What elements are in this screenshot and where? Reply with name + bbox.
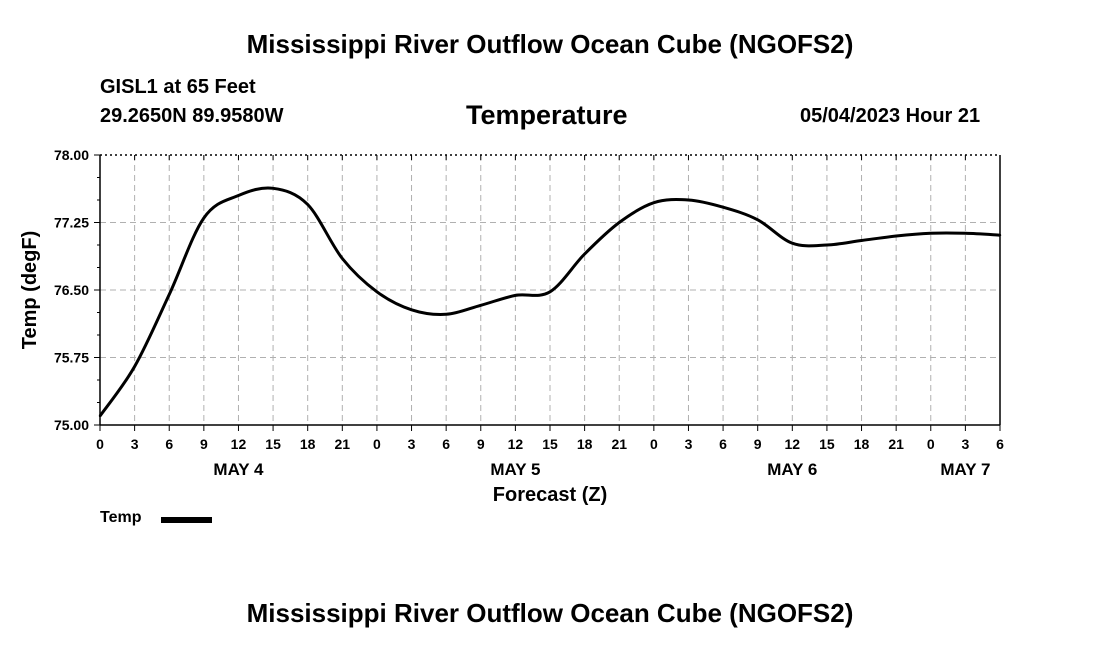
x-tick-label: 0 <box>650 436 658 452</box>
data-point <box>929 232 932 235</box>
x-tick-label: 3 <box>685 436 693 452</box>
x-tick-label: 9 <box>200 436 208 452</box>
x-tick-label: 18 <box>854 436 870 452</box>
x-tick-label: 18 <box>300 436 316 452</box>
x-tick-label: 6 <box>996 436 1004 452</box>
x-tick-label: 12 <box>231 436 247 452</box>
data-point <box>548 290 552 293</box>
data-point <box>271 187 275 190</box>
y-tick-label: 75.75 <box>54 350 89 366</box>
data-point <box>410 308 413 311</box>
station-coords: 29.2650N 89.9580W <box>100 105 284 127</box>
y-axis-label: Temp (degF) <box>19 231 41 350</box>
y-tick-label: 78.00 <box>54 147 89 163</box>
data-point <box>341 257 344 260</box>
page-title: Mississippi River Outflow Ocean Cube (NG… <box>246 29 854 59</box>
legend-label: Temp <box>100 509 142 526</box>
x-tick-label: 9 <box>477 436 485 452</box>
x-tick-label: 6 <box>165 436 173 452</box>
y-tick-label: 77.25 <box>54 215 89 231</box>
x-tick-label: 15 <box>819 436 835 452</box>
data-point <box>98 414 102 418</box>
data-point <box>825 243 829 247</box>
data-point <box>791 242 794 245</box>
x-tick-label: 6 <box>719 436 727 452</box>
day-label: MAY 7 <box>940 460 990 479</box>
x-tick-label: 0 <box>927 436 935 452</box>
data-point <box>306 203 309 206</box>
data-point <box>479 304 482 307</box>
data-point <box>168 293 171 296</box>
forecast-timestamp: 05/04/2023 Hour 21 <box>800 105 981 127</box>
data-point <box>860 239 863 242</box>
data-point <box>652 201 656 204</box>
y-tick-label: 76.50 <box>54 282 89 298</box>
x-tick-label: 15 <box>542 436 558 452</box>
data-point <box>687 198 690 202</box>
x-tick-label: 18 <box>577 436 593 452</box>
x-tick-label: 3 <box>961 436 969 452</box>
data-point <box>514 294 517 297</box>
data-point <box>998 233 1002 237</box>
chart-title: Temperature <box>466 100 628 130</box>
data-point <box>894 234 898 238</box>
x-tick-label: 6 <box>442 436 450 452</box>
x-tick-label: 15 <box>265 436 281 452</box>
x-tick-label: 21 <box>335 436 351 452</box>
x-tick-label: 0 <box>96 436 104 452</box>
data-point <box>756 218 759 221</box>
x-tick-label: 9 <box>754 436 762 452</box>
data-point <box>964 232 967 235</box>
data-point <box>618 221 621 224</box>
data-point <box>202 216 206 220</box>
y-tick-label: 75.00 <box>54 417 89 433</box>
x-tick-label: 3 <box>408 436 416 452</box>
x-tick-label: 12 <box>508 436 524 452</box>
day-label: MAY 5 <box>490 460 540 479</box>
data-point <box>237 194 240 197</box>
x-tick-label: 0 <box>373 436 381 452</box>
x-tick-label: 21 <box>611 436 627 452</box>
x-tick-label: 12 <box>785 436 801 452</box>
station-name: GISL1 at 65 Feet <box>100 76 256 98</box>
x-tick-label: 21 <box>888 436 904 452</box>
x-tick-label: 3 <box>131 436 139 452</box>
data-point <box>583 252 586 256</box>
x-axis-label: Forecast (Z) <box>493 484 607 506</box>
data-point <box>133 365 136 368</box>
data-point <box>375 290 379 293</box>
day-label: MAY 4 <box>213 460 264 479</box>
legend-swatch <box>161 517 212 523</box>
day-label: MAY 6 <box>767 460 817 479</box>
data-point <box>721 206 725 209</box>
footer-title: Mississippi River Outflow Ocean Cube (NG… <box>246 598 854 628</box>
data-point <box>444 313 448 316</box>
